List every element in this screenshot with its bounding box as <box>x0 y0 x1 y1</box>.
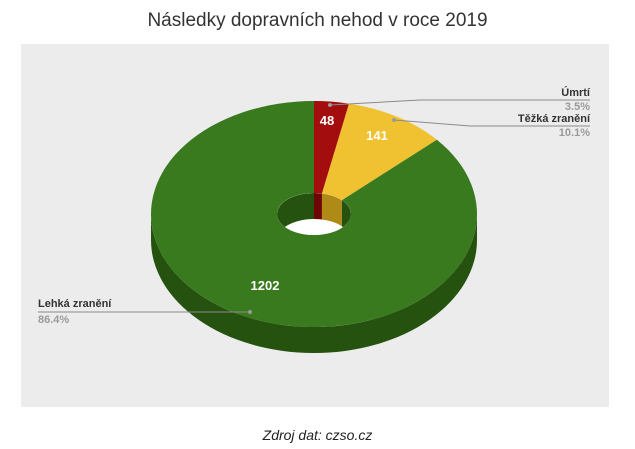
source-note: Zdroj dat: czso.cz <box>262 427 373 443</box>
callout-label-2: Lehká zranění <box>38 298 112 310</box>
slice-2 <box>150 101 477 328</box>
callout-percent-1: 10.1% <box>559 127 590 139</box>
inner-side-1-0 <box>321 193 342 227</box>
chart-title: Následky dopravních nehod v roce 2019 <box>147 10 488 31</box>
callout-label-0: Úmrtí <box>561 86 591 99</box>
callout-line-0 <box>329 99 590 106</box>
callout-dot-2 <box>248 310 252 314</box>
slice-1 <box>321 103 437 201</box>
value-label-1: 141 <box>366 128 388 143</box>
callout-dot-0 <box>328 103 332 107</box>
slice-0 <box>314 101 350 194</box>
inner-side-0-0 <box>314 193 322 220</box>
value-label-0: 48 <box>320 113 334 128</box>
callout-label-1: Těžká zranění <box>518 113 591 125</box>
callout-percent-0: 3.5% <box>565 101 590 113</box>
callout-percent-2: 86.4% <box>38 314 69 326</box>
value-label-2: 1202 <box>251 278 280 293</box>
callout-dot-1 <box>392 118 396 122</box>
outer-side-2 <box>151 214 477 353</box>
callout-line-1 <box>393 119 590 127</box>
inner-side-2-1 <box>277 193 314 235</box>
